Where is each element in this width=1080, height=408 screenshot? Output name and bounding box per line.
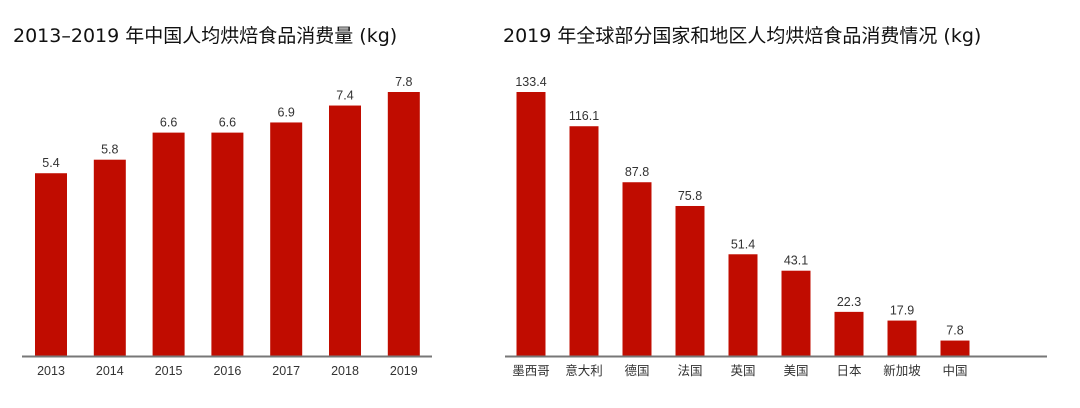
data-label: 6.6 — [160, 116, 177, 130]
data-label: 7.8 — [395, 75, 412, 89]
bar-2016 — [211, 132, 244, 356]
bar-新加坡 — [887, 320, 917, 356]
bar-2013 — [35, 173, 67, 356]
bar-英国 — [728, 254, 758, 356]
x-tick-label: 2016 — [213, 364, 241, 378]
data-label: 17.9 — [890, 304, 914, 318]
x-tick-label: 2013 — [37, 364, 65, 378]
data-label: 7.4 — [336, 89, 353, 103]
data-label: 5.4 — [42, 156, 59, 170]
x-tick-label: 墨西哥 — [512, 364, 550, 378]
bar-德国 — [622, 182, 652, 356]
data-label: 87.8 — [625, 165, 649, 179]
bar-2019 — [387, 92, 420, 356]
bar-2015 — [152, 132, 185, 356]
chart1-plot: 5.4 2013 5.8 2014 6.6 2015 6.6 2016 6.9 2017 7.4 20… — [22, 75, 432, 378]
x-tick-label: 2017 — [272, 364, 300, 378]
bar-中国 — [940, 340, 970, 356]
data-label: 6.9 — [278, 105, 295, 119]
x-tick-label: 英国 — [730, 364, 755, 378]
data-label: 43.1 — [784, 254, 808, 268]
data-label: 5.8 — [101, 143, 118, 157]
chart2-title: 2019 年全球部分国家和地区人均烘焙食品消费情况 (kg) — [503, 25, 981, 47]
chart1-title: 2013–2019 年中国人均烘焙食品消费量 (kg) — [13, 25, 397, 47]
data-label: 51.4 — [731, 237, 755, 251]
x-tick-label: 2014 — [96, 364, 124, 378]
bar-意大利 — [569, 126, 599, 357]
data-label: 116.1 — [569, 109, 599, 123]
x-tick-label: 新加坡 — [883, 363, 921, 378]
bar-美国 — [781, 270, 811, 356]
data-label: 75.8 — [678, 189, 702, 203]
x-tick-label: 中国 — [942, 363, 967, 378]
data-label: 6.6 — [219, 116, 236, 130]
x-tick-label: 法国 — [677, 364, 702, 378]
x-tick-label: 日本 — [836, 364, 862, 378]
bar-法国 — [675, 205, 705, 356]
data-label: 133.4 — [515, 75, 546, 89]
x-tick-label: 美国 — [783, 364, 808, 378]
bar-2018 — [329, 105, 361, 357]
x-tick-label: 2019 — [390, 364, 418, 378]
x-tick-label: 意大利 — [565, 363, 603, 378]
bar-墨西哥 — [516, 92, 546, 356]
bar-日本 — [834, 311, 864, 356]
data-label: 7.8 — [946, 324, 963, 338]
x-tick-label: 2015 — [155, 364, 183, 378]
bar-2014 — [93, 159, 126, 356]
data-label: 22.3 — [837, 295, 861, 309]
chart2-plot: 133.4 墨西哥 116.1 意大利 87.8 德国 75.8 法国 51.4 英国 43.1 美国… — [505, 75, 1047, 378]
x-tick-label: 德国 — [624, 363, 649, 378]
bar-2017 — [270, 122, 303, 356]
x-tick-label: 2018 — [331, 364, 359, 378]
